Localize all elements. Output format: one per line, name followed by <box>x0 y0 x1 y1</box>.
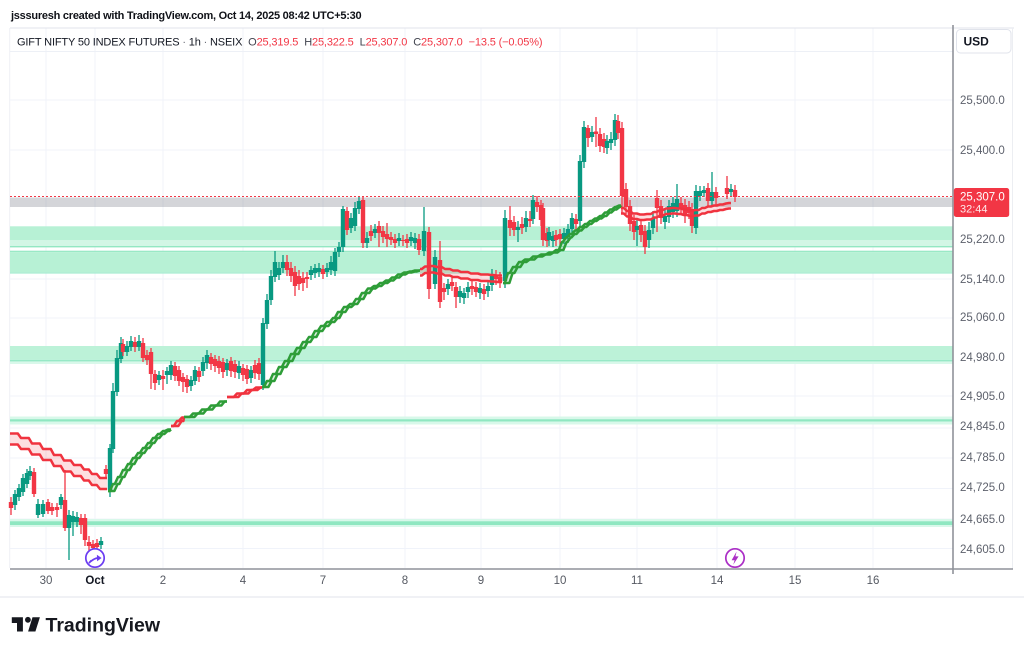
svg-text:4: 4 <box>240 575 247 587</box>
svg-text:25,140.0: 25,140.0 <box>960 274 1005 286</box>
svg-text:10: 10 <box>554 575 567 587</box>
svg-text:24,605.0: 24,605.0 <box>960 544 1005 556</box>
svg-text:Oct: Oct <box>85 575 104 587</box>
svg-text:25,500.0: 25,500.0 <box>960 95 1005 107</box>
svg-text:25,220.0: 25,220.0 <box>960 234 1005 246</box>
svg-text:30: 30 <box>40 575 53 587</box>
svg-text:24,905.0: 24,905.0 <box>960 391 1005 403</box>
svg-text:USD: USD <box>964 35 990 49</box>
svg-text:24,785.0: 24,785.0 <box>960 452 1005 464</box>
svg-text:24,665.0: 24,665.0 <box>960 514 1005 526</box>
svg-text:25,307.0: 25,307.0 <box>960 192 1005 204</box>
svg-text:7: 7 <box>320 575 326 587</box>
svg-text:jsssuresh created with Trading: jsssuresh created with TradingView.com, … <box>10 10 362 22</box>
svg-text:TradingView: TradingView <box>46 615 161 637</box>
svg-text:25,060.0: 25,060.0 <box>960 312 1005 324</box>
svg-text:25,400.0: 25,400.0 <box>960 145 1005 157</box>
svg-text:24,845.0: 24,845.0 <box>960 421 1005 433</box>
svg-text:11: 11 <box>631 575 643 587</box>
svg-text:8: 8 <box>402 575 408 587</box>
svg-text:24,725.0: 24,725.0 <box>960 482 1005 494</box>
svg-text:32:44: 32:44 <box>960 204 988 216</box>
svg-text:24,980.0: 24,980.0 <box>960 352 1005 364</box>
svg-text:15: 15 <box>789 575 802 587</box>
svg-text:16: 16 <box>867 575 880 587</box>
svg-text:9: 9 <box>478 575 484 587</box>
svg-text:14: 14 <box>711 575 724 587</box>
svg-text:2: 2 <box>160 575 166 587</box>
